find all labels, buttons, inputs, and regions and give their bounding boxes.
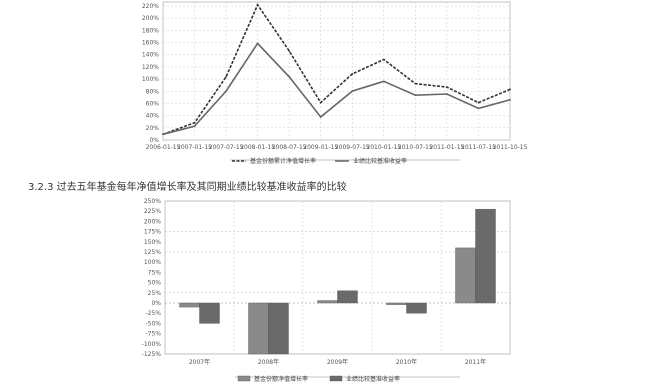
line-chart-y-tick-label: 120% <box>142 64 159 71</box>
line-chart-legend-label: 业绩比较基准收益率 <box>353 157 407 165</box>
line-series-1-point <box>193 121 196 124</box>
line-chart-y-tick-label: 200% <box>142 15 159 22</box>
line-series-2-point <box>509 98 511 101</box>
line-series-1 <box>162 3 511 136</box>
bar-chart-y-tick-label: 250% <box>144 198 161 205</box>
bar-chart-legend-swatch <box>329 375 343 382</box>
line-chart-y-tick-label: 100% <box>142 76 159 83</box>
line-chart-x-tick-label: 2011-01-15 <box>429 144 464 151</box>
line-chart-x-tick-label: 2010-01-15 <box>366 144 401 151</box>
line-chart-y-tick-label: 220% <box>142 3 159 10</box>
bar-series-1-bar <box>317 300 338 304</box>
bar-series-1-bar <box>179 302 200 308</box>
bar-chart-category-label: 2007年 <box>189 358 210 366</box>
bar-chart-y-tick-label: 225% <box>144 208 161 215</box>
bar-chart-legend-label: 业绩比较基准收益率 <box>346 375 400 383</box>
line-chart-x-tick-label: 2007-01-15 <box>177 144 212 151</box>
bar-series-1-bar <box>386 302 407 305</box>
bar-chart-category-label: 2011年 <box>465 358 486 366</box>
bar-chart-y-tick-label: -75% <box>145 331 161 338</box>
line-series-2-point <box>477 107 480 110</box>
bar-chart-y-tick-label: -50% <box>145 320 161 327</box>
line-chart-legend-label: 基金份额累计净值增长率 <box>250 157 316 165</box>
line-series-2-point <box>446 93 448 95</box>
line-series-2-point <box>225 90 227 93</box>
bar-chart-category-label: 2008年 <box>258 358 279 366</box>
line-series-2-point <box>319 116 322 118</box>
bar-chart-y-tick-label: 75% <box>148 269 162 276</box>
line-series-1-point <box>351 72 354 75</box>
bar-chart-y-tick-label: -25% <box>145 310 161 317</box>
bar-chart-y-tick-label: -100% <box>142 341 162 348</box>
line-chart-y-tick-label: 80% <box>146 88 160 95</box>
line-series-1-point <box>446 86 448 88</box>
line-chart-x-tick-label: 2008-01-15 <box>240 144 275 151</box>
bar-chart-category-label: 2009年 <box>327 358 348 366</box>
line-series-2-point <box>162 133 164 136</box>
line-chart-y-tick-label: 0% <box>149 137 159 144</box>
line-series-2-point <box>414 94 417 97</box>
line-chart-y-tick-label: 20% <box>146 125 160 132</box>
bar-chart-legend-swatch <box>237 375 251 382</box>
line-chart-x-tick-label: 2006-01-15 <box>146 144 181 151</box>
bar-chart-legend-label: 基金份额净值增长率 <box>254 375 308 383</box>
line-series-2-point <box>288 75 291 78</box>
line-series-1-point <box>382 58 385 61</box>
line-series-1-point <box>414 82 417 85</box>
bar-series-2-bar <box>199 302 220 324</box>
line-series-2 <box>162 42 511 136</box>
line-chart-x-tick-label: 2010-07-15 <box>398 144 433 151</box>
line-chart-x-tick-label: 2009-07-15 <box>335 144 370 151</box>
line-series-2-point <box>256 42 259 45</box>
bar-chart-y-tick-label: 150% <box>144 239 161 246</box>
bar-chart-y-tick-label: 50% <box>148 280 162 287</box>
line-series-2-point <box>382 80 385 83</box>
bar-series-2-bar <box>268 302 289 355</box>
line-chart-x-tick-label: 2009-01-15 <box>303 144 338 151</box>
bar-series-1-bar <box>455 247 476 304</box>
line-chart-x-tick-label: 2011-07-15 <box>461 144 496 151</box>
line-chart-x-tick-label: 2011-10-15 <box>493 144 528 151</box>
bar-series-2-bar <box>337 290 358 304</box>
line-series-1-point <box>256 3 259 6</box>
bar-chart-y-tick-label: 200% <box>144 218 161 225</box>
bar-chart-category-label: 2010年 <box>396 358 417 366</box>
bar-chart-y-tick-label: 125% <box>144 249 161 256</box>
line-chart-y-tick-label: 140% <box>142 52 159 59</box>
line-chart-y-tick-label: 160% <box>142 40 159 47</box>
bar-chart-y-tick-label: 25% <box>148 290 162 297</box>
bar-series-2-bar <box>475 208 496 304</box>
bar-chart-y-tick-label: -125% <box>142 351 162 358</box>
bar-series-2-bar <box>406 302 427 314</box>
bar-chart-y-tick-label: 100% <box>144 259 161 266</box>
line-series-1-point <box>319 101 322 104</box>
line-chart-x-tick-label: 2007-07-15 <box>209 144 244 151</box>
line-chart-y-tick-label: 40% <box>146 113 160 120</box>
bar-chart-y-tick-label: 175% <box>144 229 161 236</box>
line-series-1-point <box>477 101 480 104</box>
line-series-2-point <box>351 90 354 93</box>
line-series-2-point <box>193 125 196 128</box>
line-chart-x-tick-label: 2008-07-15 <box>272 144 307 151</box>
line-series-1-point <box>288 49 291 52</box>
line-chart-y-tick-label: 180% <box>142 27 159 34</box>
line-series-1-point <box>509 88 511 91</box>
bar-chart-y-tick-label: 0% <box>151 300 161 307</box>
line-chart-y-tick-label: 60% <box>146 100 160 107</box>
bar-series-1-bar <box>248 302 269 355</box>
section-heading: 3.2.3 过去五年基金每年净值增长率及其同期业绩比较基准收益率的比较 <box>28 182 347 193</box>
line-chart-plot-area <box>162 1 511 141</box>
line-series-1-point <box>225 75 227 78</box>
